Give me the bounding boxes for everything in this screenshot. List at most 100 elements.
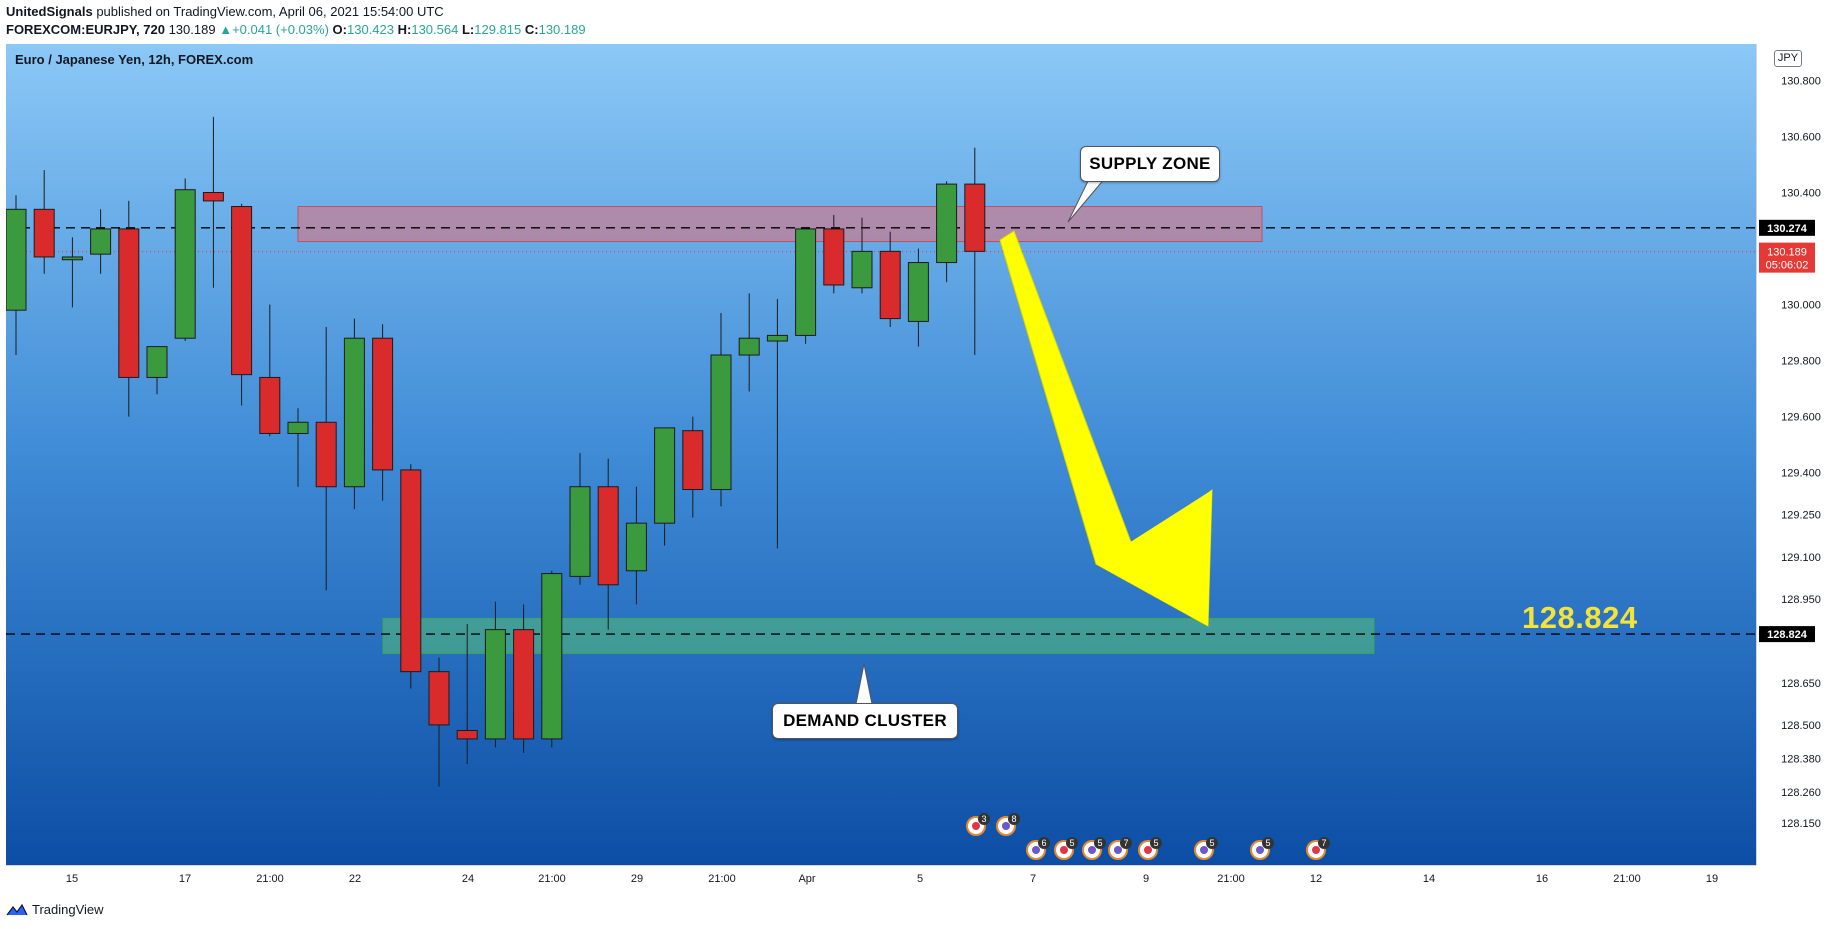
price-axis[interactable]: 130.800 130.600 130.400 130.000 129.800 129.6… xyxy=(1756,44,1828,865)
candle-body-down xyxy=(823,228,845,286)
candle-body-down xyxy=(118,228,140,378)
candle-body-down xyxy=(964,183,986,252)
price-tick-7: 129.250 xyxy=(1781,510,1821,522)
candle-body-down xyxy=(231,206,253,376)
price-tick-8: 129.100 xyxy=(1781,552,1821,564)
candle-body-down xyxy=(372,337,394,471)
candle-14 xyxy=(400,464,422,689)
price-tick-13: 128.260 xyxy=(1781,787,1821,799)
time-tick-5: 21:00 xyxy=(538,873,566,885)
last-price-countdown: 05:06:02 xyxy=(1766,260,1809,272)
price-tick-14: 128.150 xyxy=(1781,818,1821,830)
event-marker-count: 5 xyxy=(1097,838,1102,848)
price-tick-6: 129.400 xyxy=(1781,468,1821,480)
event-marker-count: 6 xyxy=(1041,838,1046,848)
candle-body-up xyxy=(90,228,112,255)
candle-body-down xyxy=(428,671,450,726)
candle-body-down xyxy=(456,730,478,740)
event-marker-0: 3 xyxy=(966,813,990,836)
close-label: C: xyxy=(524,22,539,37)
candle-body-down xyxy=(682,430,704,491)
price-tick-0: 130.800 xyxy=(1781,75,1821,87)
tradingview-logo[interactable]: TradingView xyxy=(6,902,104,917)
candle-3 xyxy=(90,209,112,274)
event-marker-count-badge xyxy=(1206,837,1218,849)
event-marker-count-badge xyxy=(1008,813,1020,825)
candle-body-up xyxy=(625,522,647,572)
candle-26 xyxy=(738,293,760,392)
event-marker-dot xyxy=(1200,846,1208,854)
low-label: L: xyxy=(461,22,475,37)
candle-5 xyxy=(146,346,168,395)
time-tick-13: 12 xyxy=(1310,873,1322,885)
target-price-label: 128.824 xyxy=(1522,600,1638,635)
candle-body-up xyxy=(907,262,929,322)
event-marker-count-badge xyxy=(1262,837,1274,849)
level-badge-bg-0 xyxy=(1759,219,1815,236)
candle-body-down xyxy=(513,629,535,740)
event-marker-dot xyxy=(972,822,980,830)
time-tick-16: 21:00 xyxy=(1613,873,1641,885)
currency-badge[interactable]: JPY xyxy=(1774,50,1802,67)
candle-body-up xyxy=(710,354,732,491)
event-marker-count-badge xyxy=(1120,837,1132,849)
candle-20 xyxy=(569,453,591,585)
time-tick-3: 22 xyxy=(349,873,361,885)
candle-27 xyxy=(766,298,788,549)
chart-pane[interactable]: 3 8 6 5 5 7 5 5 5 7 xyxy=(6,44,1756,865)
event-marker-3: 5 xyxy=(1054,837,1078,860)
event-marker-dot xyxy=(1002,822,1010,830)
tradingview-brand: TradingView xyxy=(32,902,104,917)
candlestick-chart[interactable]: 3 8 6 5 5 7 5 5 5 7 xyxy=(6,44,1756,865)
publisher-text: published on TradingView.com, April 06, … xyxy=(96,4,444,19)
candle-1 xyxy=(33,170,55,274)
candle-body-up xyxy=(174,189,196,339)
level-badge-1: 128.824 xyxy=(1767,629,1808,641)
time-tick-10: 7 xyxy=(1030,873,1036,885)
candle-body-up xyxy=(146,346,168,378)
time-tick-7: 21:00 xyxy=(708,873,736,885)
time-tick-12: 21:00 xyxy=(1217,873,1245,885)
event-marker-count: 5 xyxy=(1069,838,1074,848)
candle-body-up xyxy=(851,250,873,289)
tradingview-logo-icon xyxy=(6,903,28,915)
time-axis[interactable]: 15 17 21:00 22 24 21:00 29 21:00 Apr 5 7 9 21:00 12 14… xyxy=(6,865,1756,891)
event-marker-5: 7 xyxy=(1108,837,1132,860)
candle-body-up xyxy=(936,183,958,264)
candle-body-up xyxy=(766,334,788,342)
event-marker-2: 6 xyxy=(1026,837,1050,860)
candle-body-up xyxy=(6,208,27,311)
candle-body-down xyxy=(202,192,224,202)
price-axis-svg[interactable]: 130.800 130.600 130.400 130.000 129.800 129.6… xyxy=(1757,44,1828,865)
candle-29 xyxy=(823,214,845,294)
event-marker-count: 3 xyxy=(981,814,986,824)
last-price-value: 130.189 xyxy=(1767,247,1807,259)
publisher-author[interactable]: UnitedSignals xyxy=(6,4,93,19)
event-marker-count: 5 xyxy=(1265,838,1270,848)
time-tick-0: 15 xyxy=(66,873,78,885)
open-label: O: xyxy=(332,22,347,37)
event-marker-dot xyxy=(1312,846,1320,854)
time-tick-8: Apr xyxy=(798,873,815,885)
candle-12 xyxy=(343,318,365,510)
symbol-name: FOREXCOM:EURJPY, 720 xyxy=(6,22,165,37)
time-tick-17: 19 xyxy=(1706,873,1718,885)
price-tick-1: 130.600 xyxy=(1781,131,1821,143)
event-marker-count-badge xyxy=(1066,837,1078,849)
price-tick-11: 128.500 xyxy=(1781,720,1821,732)
candle-31 xyxy=(879,231,901,328)
candle-body-down xyxy=(400,469,422,673)
candle-0 xyxy=(6,195,27,356)
price-tick-2: 130.400 xyxy=(1781,188,1821,200)
time-axis-svg[interactable]: 15 17 21:00 22 24 21:00 29 21:00 Apr 5 7 9 21:00 12 14… xyxy=(6,866,1756,891)
level-badge-0: 130.274 xyxy=(1767,223,1808,235)
event-marker-6: 5 xyxy=(1138,837,1162,860)
price-tick-10: 128.650 xyxy=(1781,678,1821,690)
candle-28 xyxy=(795,228,817,344)
last-price-badge-bg xyxy=(1759,242,1815,273)
event-marker-dot xyxy=(1032,846,1040,854)
event-marker-count: 5 xyxy=(1153,838,1158,848)
event-marker-dot xyxy=(1088,846,1096,854)
time-tick-14: 14 xyxy=(1423,873,1435,885)
level-badge-bg-1 xyxy=(1759,626,1815,643)
